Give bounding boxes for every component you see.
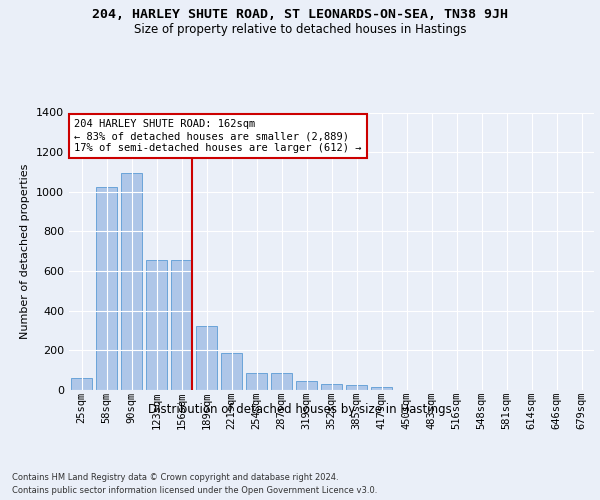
Text: 204, HARLEY SHUTE ROAD, ST LEONARDS-ON-SEA, TN38 9JH: 204, HARLEY SHUTE ROAD, ST LEONARDS-ON-S… — [92, 8, 508, 20]
Bar — [271, 372, 292, 390]
Bar — [346, 385, 367, 390]
Bar — [221, 354, 242, 390]
Bar — [96, 188, 117, 390]
Text: Distribution of detached houses by size in Hastings: Distribution of detached houses by size … — [148, 402, 452, 415]
Bar — [121, 172, 142, 390]
Bar — [296, 381, 317, 390]
Y-axis label: Number of detached properties: Number of detached properties — [20, 164, 31, 339]
Bar — [171, 260, 192, 390]
Text: Contains HM Land Registry data © Crown copyright and database right 2024.: Contains HM Land Registry data © Crown c… — [12, 472, 338, 482]
Bar — [371, 387, 392, 390]
Bar — [246, 372, 267, 390]
Bar — [321, 384, 342, 390]
Text: Size of property relative to detached houses in Hastings: Size of property relative to detached ho… — [134, 22, 466, 36]
Text: Contains public sector information licensed under the Open Government Licence v3: Contains public sector information licen… — [12, 486, 377, 495]
Bar — [71, 378, 92, 390]
Bar — [146, 260, 167, 390]
Text: 204 HARLEY SHUTE ROAD: 162sqm
← 83% of detached houses are smaller (2,889)
17% o: 204 HARLEY SHUTE ROAD: 162sqm ← 83% of d… — [74, 120, 362, 152]
Bar — [196, 326, 217, 390]
